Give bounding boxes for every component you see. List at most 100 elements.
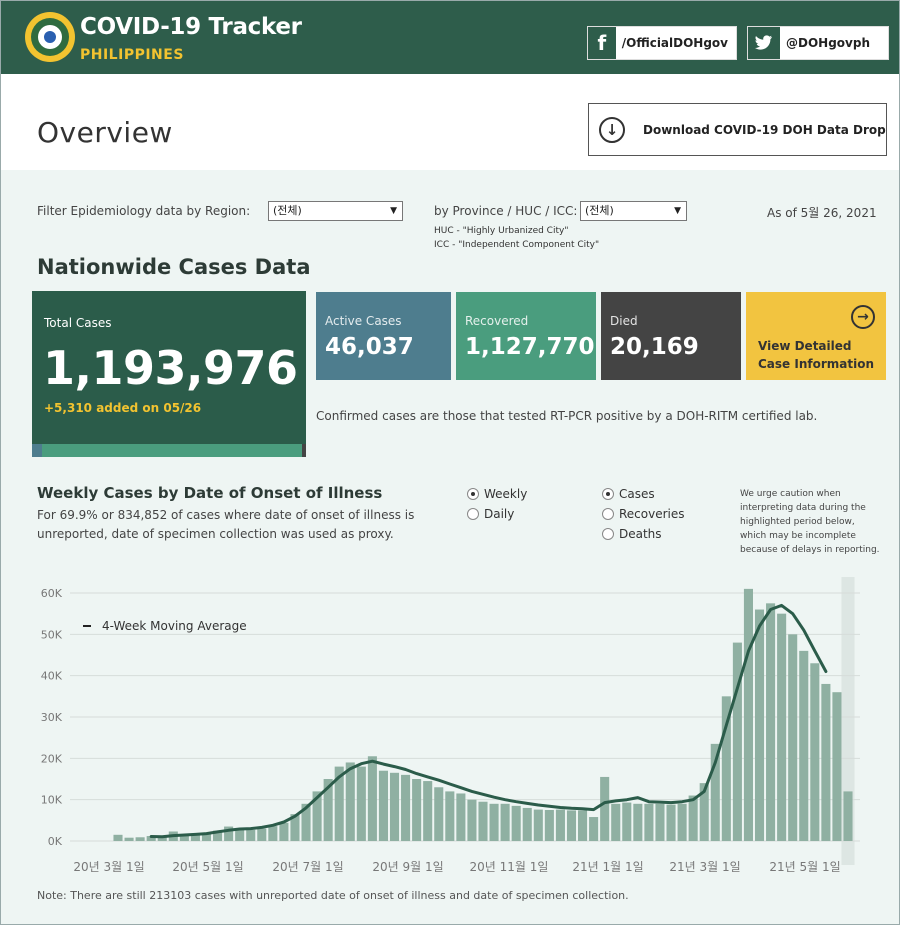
- weekly-chart-title: Weekly Cases by Date of Onset of Illness: [37, 484, 383, 502]
- weekly-bar: [578, 810, 588, 841]
- weekly-bar: [522, 807, 532, 841]
- weekly-bar: [699, 783, 709, 841]
- weekly-bar: [732, 642, 742, 841]
- active-cases-card: Active Cases 46,037: [316, 292, 451, 380]
- app-subtitle: PHILIPPINES: [80, 47, 184, 63]
- total-cases-label: Total Cases: [44, 316, 112, 330]
- weekly-bar: [489, 803, 499, 841]
- view-detailed-case-info-button[interactable]: → View Detailed Case Information: [746, 292, 886, 380]
- chevron-down-icon: ▼: [674, 206, 681, 216]
- weekly-bar: [743, 588, 753, 841]
- confirmed-cases-note: Confirmed cases are those that tested RT…: [316, 409, 818, 423]
- twitter-handle: @DOHgovph: [786, 36, 870, 50]
- weekly-bar: [721, 696, 731, 841]
- weekly-bar: [710, 743, 720, 841]
- y-tick-label: 20K: [41, 752, 63, 765]
- download-button-label: Download COVID-19 DOH Data Drop: [643, 122, 886, 137]
- y-tick-label: 30K: [41, 711, 63, 724]
- weekly-bar: [777, 613, 787, 841]
- radio-unselected-icon: [467, 508, 479, 520]
- x-tick-label: 20년 9월 1일: [372, 860, 443, 874]
- radio-deaths[interactable]: Deaths: [602, 527, 662, 541]
- weekly-bar: [832, 692, 842, 841]
- weekly-bar: [589, 817, 599, 841]
- icc-note: ICC - "Independent Component City": [434, 240, 600, 250]
- weekly-cases-chart: 0K 10K 20K 30K 40K 50K 60K 4-Week Moving Averag…: [41, 577, 860, 874]
- weekly-bar: [644, 803, 654, 841]
- weekly-bar: [323, 779, 333, 841]
- weekly-bar: [799, 650, 809, 841]
- died-card: Died 20,169: [601, 292, 741, 380]
- weekly-bar: [224, 826, 234, 841]
- doh-logo-icon: [25, 12, 75, 62]
- radio-weekly[interactable]: Weekly: [467, 487, 527, 501]
- province-select[interactable]: (전체) ▼: [580, 201, 687, 221]
- weekly-bar: [511, 805, 521, 841]
- weekly-bar: [600, 776, 610, 841]
- chevron-down-icon: ▼: [390, 206, 397, 216]
- radio-recoveries[interactable]: Recoveries: [602, 507, 685, 521]
- radio-cases[interactable]: Cases: [602, 487, 655, 501]
- y-tick-label: 50K: [41, 628, 63, 641]
- weekly-bar: [633, 803, 643, 841]
- weekly-bar: [544, 810, 554, 841]
- radio-daily-label: Daily: [484, 507, 515, 521]
- moving-average-line: [149, 603, 828, 839]
- x-tick-label: 20년 5월 1일: [172, 860, 243, 874]
- active-cases-label: Active Cases: [325, 314, 402, 328]
- recovered-card: Recovered 1,127,770: [456, 292, 596, 380]
- y-tick-label: 40K: [41, 670, 63, 683]
- weekly-bar: [478, 801, 488, 841]
- weekly-bar: [268, 826, 278, 841]
- huc-note: HUC - "Highly Urbanized City": [434, 226, 569, 236]
- weekly-bar: [666, 804, 676, 841]
- weekly-bar: [345, 762, 355, 841]
- region-select[interactable]: (전체) ▼: [268, 201, 403, 221]
- weekly-bar: [677, 803, 687, 841]
- x-tick-label: 20년 11월 1일: [470, 860, 549, 874]
- facebook-handle: /OfficialDOHgov: [621, 36, 728, 50]
- weekly-bar: [401, 774, 411, 841]
- radio-cases-label: Cases: [619, 487, 655, 501]
- weekly-chart-subtitle: For 69.9% or 834,852 of cases where date…: [37, 508, 415, 541]
- weekly-bar: [367, 756, 377, 841]
- weekly-bar: [434, 787, 444, 841]
- weekly-bar: [456, 793, 466, 841]
- weekly-bar: [279, 822, 289, 841]
- weekly-bar: [500, 803, 510, 841]
- weekly-bar: [821, 683, 831, 841]
- total-cases-card: Total Cases 1,193,976 +5,310 added on 05…: [32, 291, 306, 457]
- weekly-bar: [688, 795, 698, 841]
- weekly-bar: [389, 772, 400, 841]
- y-tick-label: 10K: [41, 794, 63, 807]
- radio-deaths-label: Deaths: [619, 527, 662, 541]
- radio-recoveries-label: Recoveries: [619, 507, 685, 521]
- download-icon: [599, 116, 625, 143]
- weekly-bar: [843, 791, 853, 841]
- weekly-bar: [412, 779, 422, 841]
- province-filter-label: by Province / HUC / ICC:: [434, 204, 578, 218]
- radio-selected-icon: [602, 488, 614, 500]
- province-select-value: (전체): [585, 204, 614, 217]
- twitter-link[interactable]: @DOHgovph: [747, 26, 889, 60]
- active-share-bar: [32, 444, 42, 457]
- total-cases-value: 1,193,976: [43, 341, 298, 395]
- weekly-bar: [146, 836, 156, 841]
- weekly-bar: [257, 828, 267, 841]
- x-tick-label: 21년 5월 1일: [769, 860, 840, 874]
- recovered-value: 1,127,770: [465, 334, 595, 360]
- facebook-link[interactable]: f /OfficialDOHgov: [587, 26, 737, 60]
- download-data-drop-button[interactable]: Download COVID-19 DOH Data Drop: [588, 103, 887, 156]
- weekly-bar: [179, 834, 189, 841]
- as-of-date: As of 5월 26, 2021: [767, 206, 877, 220]
- weekly-bar: [611, 803, 621, 841]
- weekly-bar: [334, 766, 344, 841]
- died-label: Died: [610, 314, 638, 328]
- facebook-icon: f: [588, 27, 616, 59]
- top-header: COVID-19 Tracker PHILIPPINES f /Official…: [1, 1, 899, 74]
- arrow-right-icon: →: [851, 305, 875, 329]
- weekly-bar: [766, 603, 776, 841]
- radio-daily[interactable]: Daily: [467, 507, 514, 521]
- weekly-bar: [566, 810, 577, 841]
- region-select-value: (전체): [273, 204, 302, 217]
